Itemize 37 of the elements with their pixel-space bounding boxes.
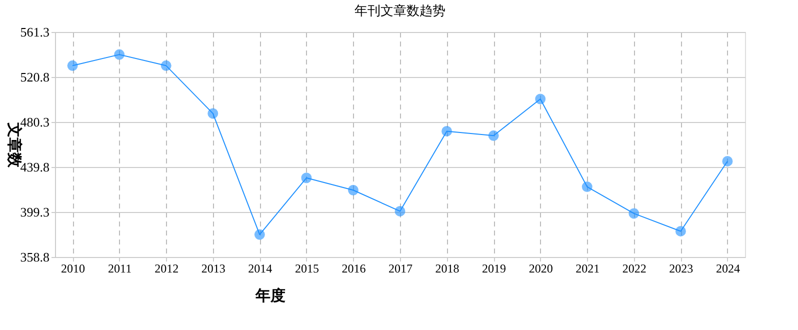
point bbox=[394, 206, 406, 216]
point bbox=[722, 156, 733, 166]
x-axis-title: 年度 bbox=[254, 286, 286, 304]
x-tick-label: 2021 bbox=[576, 262, 600, 276]
x-tick-label: 2017 bbox=[388, 262, 412, 276]
point bbox=[114, 49, 125, 60]
point bbox=[442, 126, 452, 136]
y-tick-label: 399.3 bbox=[20, 204, 50, 220]
x-tick-label: 2010 bbox=[61, 262, 86, 276]
point bbox=[582, 182, 592, 192]
point bbox=[488, 130, 499, 141]
x-tick-label: 2015 bbox=[294, 262, 319, 276]
x-tick-label: 2013 bbox=[201, 262, 226, 276]
point bbox=[628, 208, 640, 219]
point bbox=[67, 60, 78, 71]
x-tick-label: 2012 bbox=[154, 262, 179, 276]
x-tick-label: 2019 bbox=[482, 262, 506, 276]
chart-title: 年刊文章数趋势 bbox=[354, 3, 446, 18]
point bbox=[254, 229, 265, 240]
x-tick-label: 2020 bbox=[528, 262, 553, 276]
point bbox=[348, 184, 358, 196]
point bbox=[208, 108, 218, 119]
x-tick-label: 2022 bbox=[622, 262, 646, 276]
point bbox=[301, 172, 312, 184]
y-tick-label: 358.8 bbox=[20, 250, 50, 264]
y-tick-label: 520.8 bbox=[20, 70, 50, 84]
y-tick-label: 439.8 bbox=[20, 160, 50, 174]
point bbox=[160, 60, 172, 71]
x-tick-label: 2018 bbox=[435, 262, 460, 276]
x-tick-label: 2023 bbox=[669, 262, 694, 276]
point bbox=[675, 226, 686, 236]
x-tick-label: 2011 bbox=[108, 262, 132, 276]
y-tick-label: 561.3 bbox=[20, 24, 50, 40]
x-tick-label: 2016 bbox=[342, 262, 366, 276]
x-tick-label: 2024 bbox=[716, 262, 740, 276]
x-tick-label: 2014 bbox=[248, 262, 272, 276]
point bbox=[535, 94, 546, 104]
